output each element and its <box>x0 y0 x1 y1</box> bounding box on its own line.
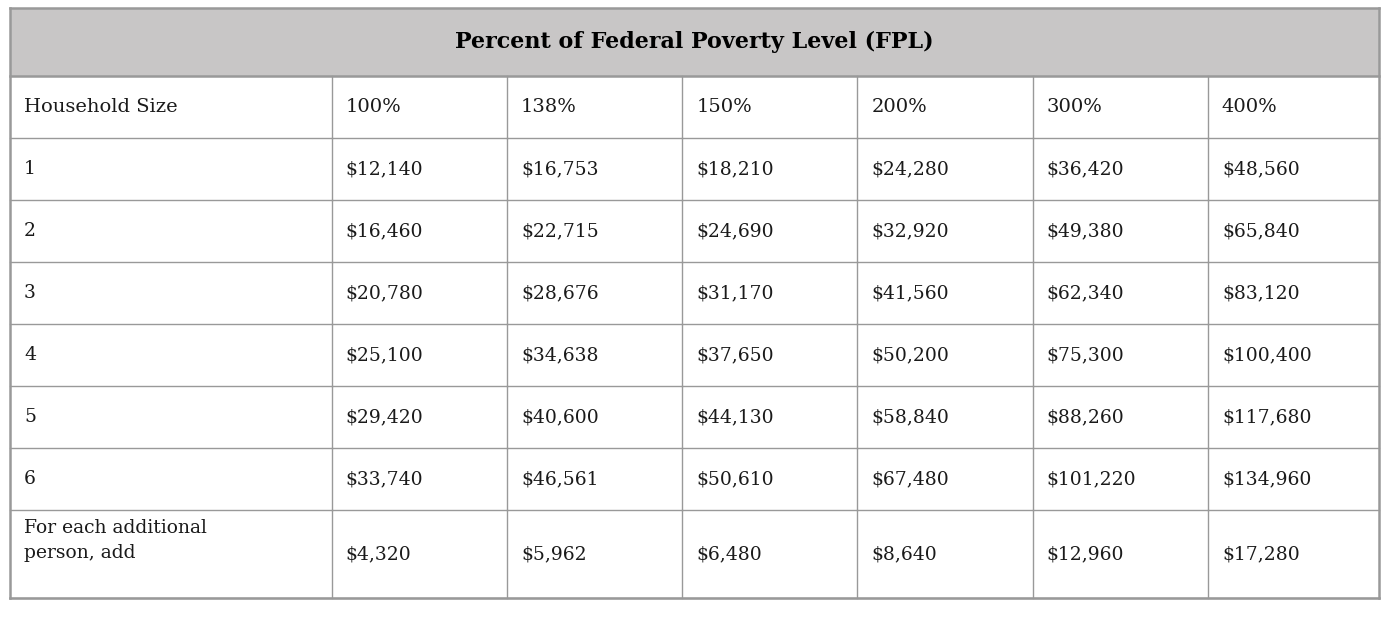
Text: $28,676: $28,676 <box>521 284 599 302</box>
Text: $12,960: $12,960 <box>1047 545 1124 563</box>
Text: Percent of Federal Poverty Level (FPL): Percent of Federal Poverty Level (FPL) <box>456 31 933 53</box>
Text: $36,420: $36,420 <box>1047 160 1124 178</box>
Text: $88,260: $88,260 <box>1047 408 1124 426</box>
Text: $34,638: $34,638 <box>521 346 599 364</box>
Text: $16,460: $16,460 <box>346 222 424 240</box>
Text: $83,120: $83,120 <box>1222 284 1300 302</box>
Text: 3: 3 <box>24 284 36 302</box>
Text: $4,320: $4,320 <box>346 545 411 563</box>
Text: $41,560: $41,560 <box>871 284 949 302</box>
Text: Household Size: Household Size <box>24 98 178 116</box>
Text: $20,780: $20,780 <box>346 284 424 302</box>
Text: $33,740: $33,740 <box>346 470 424 488</box>
Text: $18,210: $18,210 <box>696 160 774 178</box>
Text: $48,560: $48,560 <box>1222 160 1300 178</box>
Text: 150%: 150% <box>696 98 751 116</box>
Text: $5,962: $5,962 <box>521 545 586 563</box>
Text: $50,610: $50,610 <box>696 470 774 488</box>
Text: $134,960: $134,960 <box>1222 470 1311 488</box>
Text: $62,340: $62,340 <box>1047 284 1124 302</box>
Text: $100,400: $100,400 <box>1222 346 1311 364</box>
Text: $22,715: $22,715 <box>521 222 599 240</box>
Text: $44,130: $44,130 <box>696 408 774 426</box>
Text: $65,840: $65,840 <box>1222 222 1300 240</box>
Text: 6: 6 <box>24 470 36 488</box>
Text: $32,920: $32,920 <box>871 222 949 240</box>
Text: 100%: 100% <box>346 98 401 116</box>
Text: 2: 2 <box>24 222 36 240</box>
Text: 300%: 300% <box>1047 98 1103 116</box>
Text: $16,753: $16,753 <box>521 160 599 178</box>
Text: For each additional
person, add: For each additional person, add <box>24 520 207 562</box>
Text: $75,300: $75,300 <box>1047 346 1124 364</box>
Text: 4: 4 <box>24 346 36 364</box>
Text: $50,200: $50,200 <box>871 346 949 364</box>
Text: $40,600: $40,600 <box>521 408 599 426</box>
Text: 200%: 200% <box>871 98 928 116</box>
Text: $17,280: $17,280 <box>1222 545 1300 563</box>
Text: $6,480: $6,480 <box>696 545 763 563</box>
Text: $101,220: $101,220 <box>1047 470 1136 488</box>
Text: $31,170: $31,170 <box>696 284 774 302</box>
Text: $24,280: $24,280 <box>871 160 949 178</box>
Text: 5: 5 <box>24 408 36 426</box>
Text: $29,420: $29,420 <box>346 408 424 426</box>
Text: $12,140: $12,140 <box>346 160 424 178</box>
Text: 400%: 400% <box>1222 98 1278 116</box>
Text: $46,561: $46,561 <box>521 470 599 488</box>
Text: 138%: 138% <box>521 98 576 116</box>
Text: $49,380: $49,380 <box>1047 222 1124 240</box>
Text: $117,680: $117,680 <box>1222 408 1311 426</box>
Text: $24,690: $24,690 <box>696 222 774 240</box>
Bar <box>10 8 1379 76</box>
Text: $67,480: $67,480 <box>871 470 949 488</box>
Text: $37,650: $37,650 <box>696 346 774 364</box>
Text: $25,100: $25,100 <box>346 346 424 364</box>
Text: $58,840: $58,840 <box>871 408 949 426</box>
Text: 1: 1 <box>24 160 36 178</box>
Text: $8,640: $8,640 <box>871 545 938 563</box>
